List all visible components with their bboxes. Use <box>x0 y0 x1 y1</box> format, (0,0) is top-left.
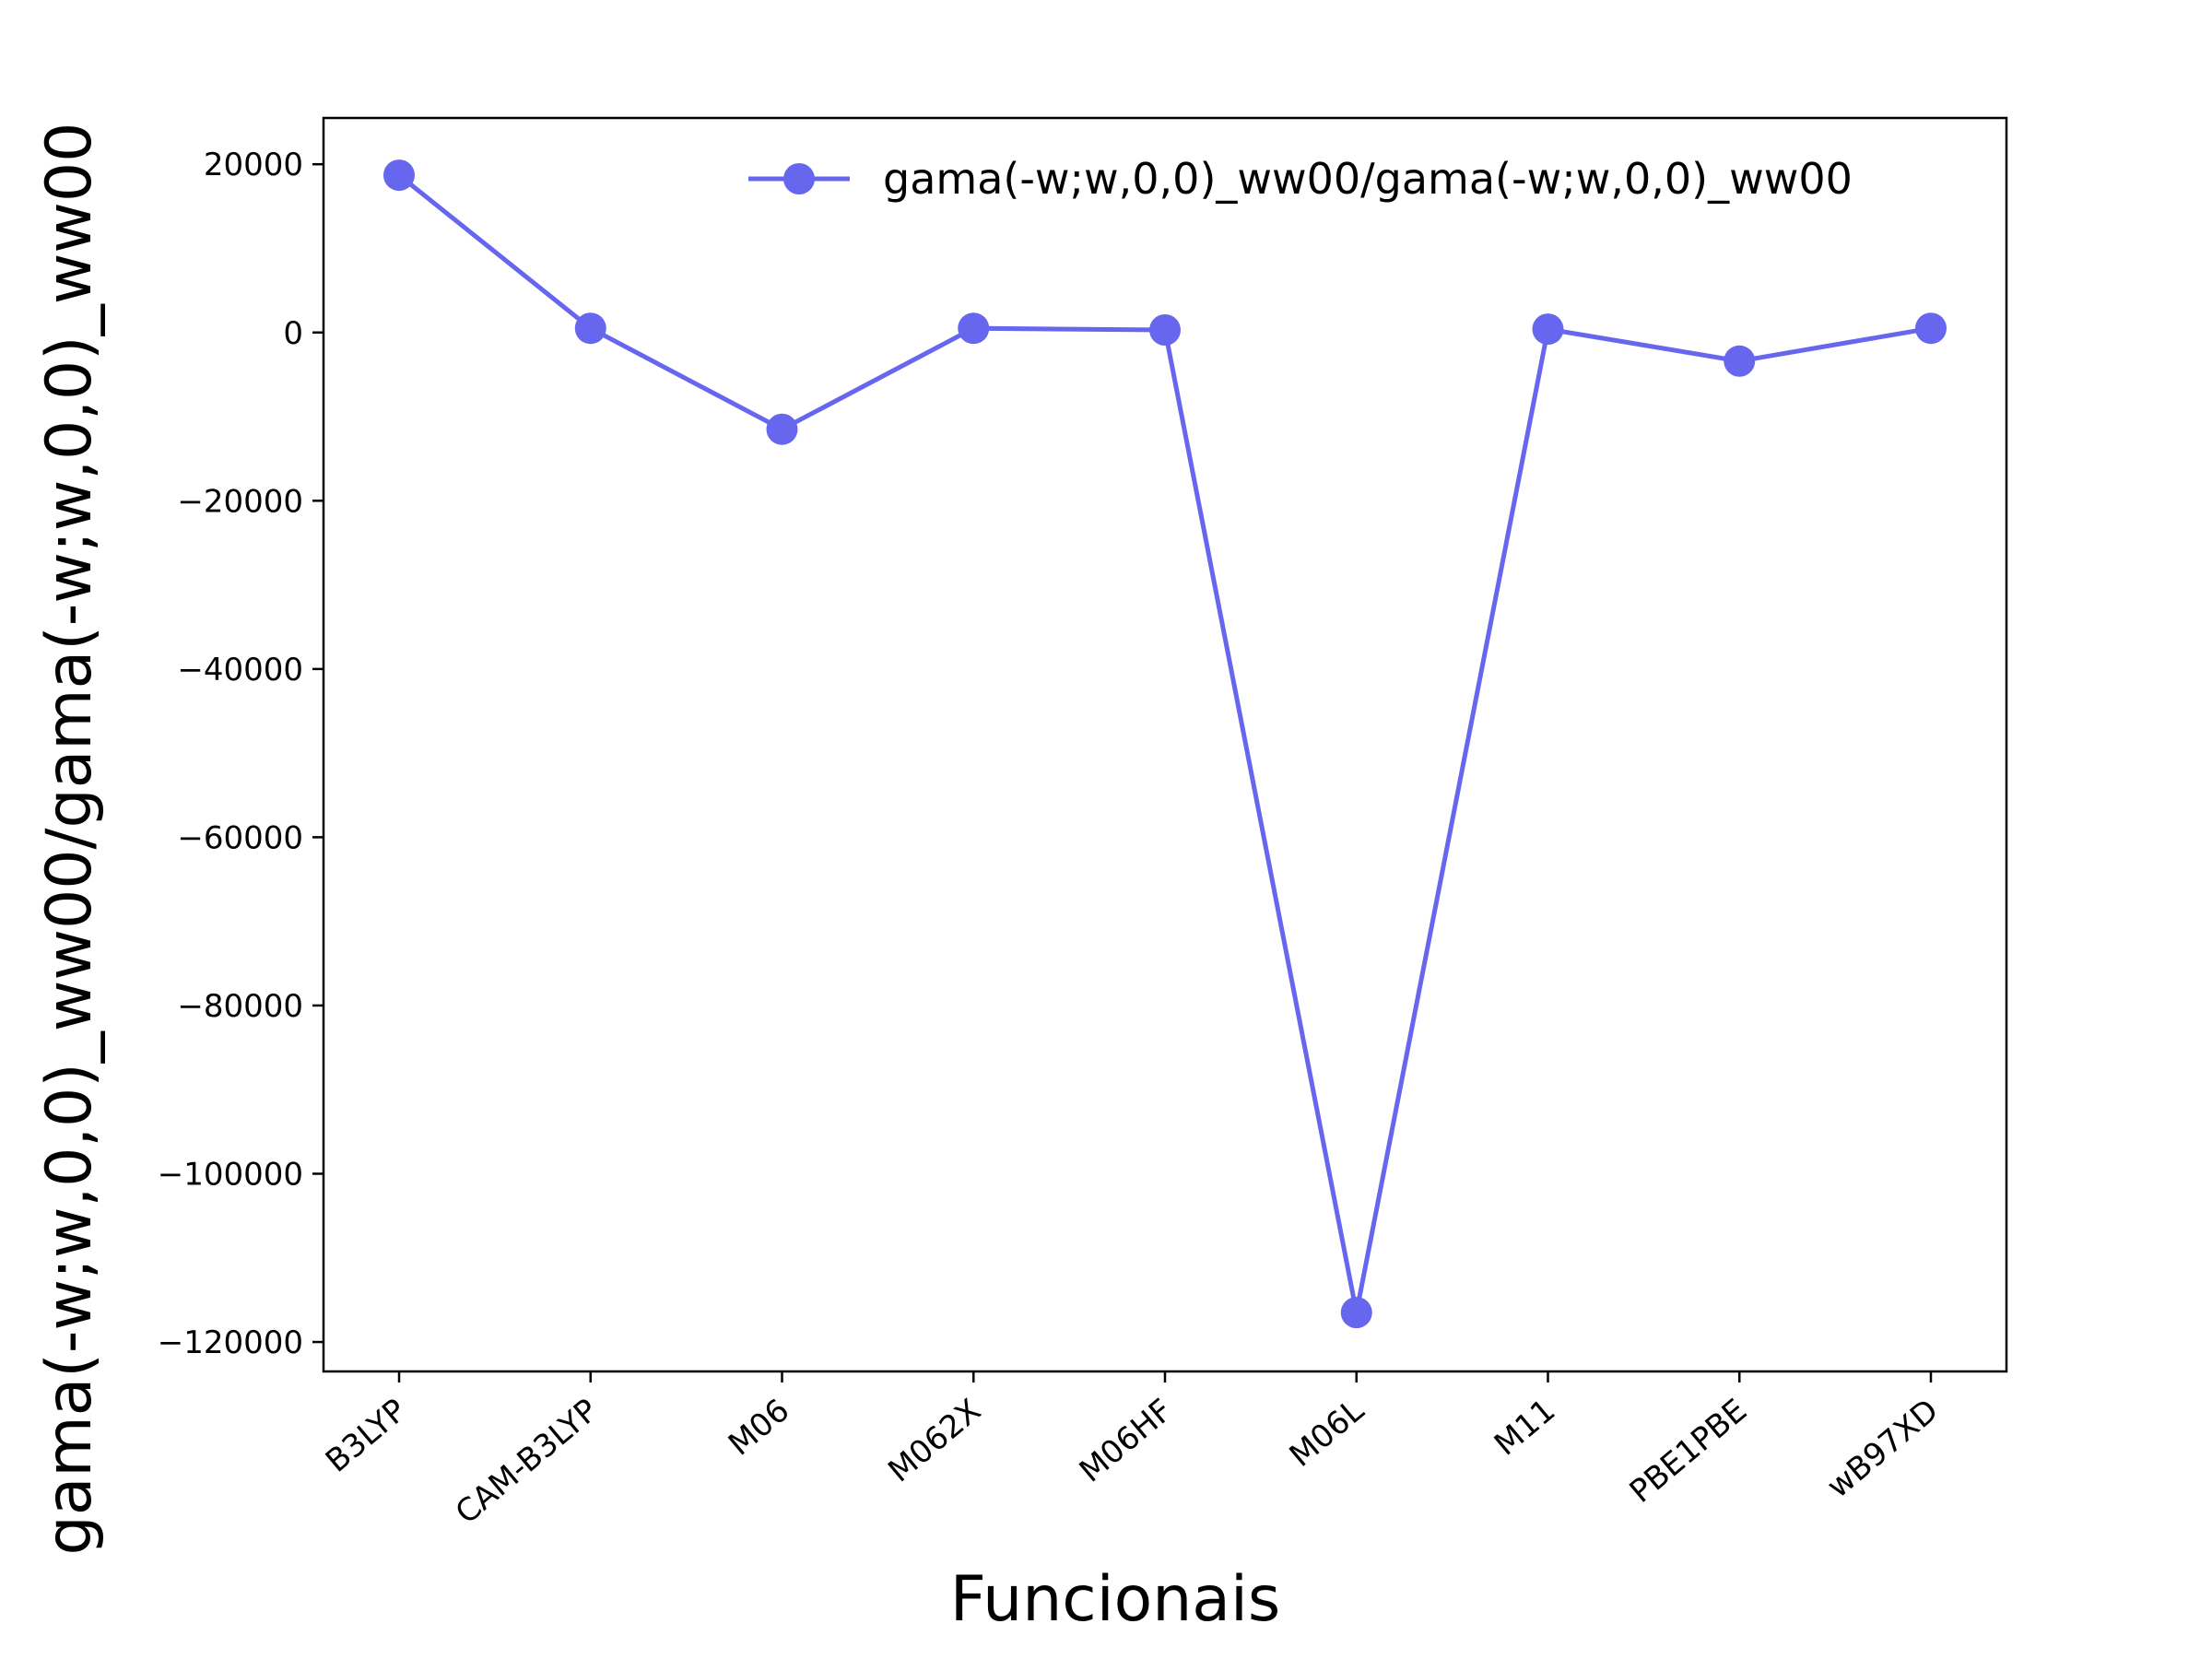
y-tick-label: −100000 <box>158 1157 303 1194</box>
legend-label: gama(-w;w,0,0)_ww00/gama(-w;w,0,0)_ww00 <box>883 154 1853 204</box>
y-tick-label: −40000 <box>177 652 303 688</box>
series-line <box>397 173 1932 1313</box>
x-tick-label: wB97XD <box>1820 1392 1946 1505</box>
data-point <box>383 159 415 192</box>
data-point <box>1532 313 1564 346</box>
x-tick-label: CAM-B3LYP <box>449 1392 606 1532</box>
data-point <box>1149 314 1181 347</box>
y-tick-label: −120000 <box>158 1324 303 1361</box>
y-tick-label: 0 <box>283 315 303 352</box>
data-point <box>574 312 606 345</box>
y-axis: 20000 0 −20000 −40000 −60000 −80000 −100000 −12… <box>158 147 324 1361</box>
x-tick-label: B3LYP <box>319 1392 414 1479</box>
x-axis: B3LYP CAM-B3LYP M06 M062X M06HF M06L M11 PBE1PB… <box>319 1371 1946 1532</box>
x-tick-label: M11 <box>1488 1392 1562 1463</box>
legend: gama(-w;w,0,0)_ww00/gama(-w;w,0,0)_ww00 <box>748 154 1853 204</box>
data-point <box>766 413 798 445</box>
y-axis-title: gama(-w;w,0,0)_ww00/gama(-w;w,0,0)_ww00 <box>33 123 106 1556</box>
x-tick-label: M06L <box>1283 1392 1371 1475</box>
plot-frame <box>322 116 2008 1373</box>
legend-marker-swatch <box>783 163 815 194</box>
data-point <box>958 312 990 345</box>
data-point <box>1724 345 1756 377</box>
x-tick-label: M06HF <box>1073 1392 1180 1489</box>
data-point <box>1340 1297 1372 1329</box>
data-point <box>1915 312 1947 345</box>
x-tick-label: M06 <box>722 1392 796 1463</box>
series-layer <box>383 159 1947 1329</box>
x-tick-label: PBE1PBE <box>1623 1392 1754 1511</box>
x-tick-label: M062X <box>881 1392 988 1489</box>
x-axis-title: Funcionais <box>950 1563 1281 1636</box>
y-tick-label: −20000 <box>177 483 303 520</box>
y-tick-label: −80000 <box>177 988 303 1025</box>
y-tick-label: −60000 <box>177 819 303 856</box>
y-tick-label: 20000 <box>204 147 303 183</box>
